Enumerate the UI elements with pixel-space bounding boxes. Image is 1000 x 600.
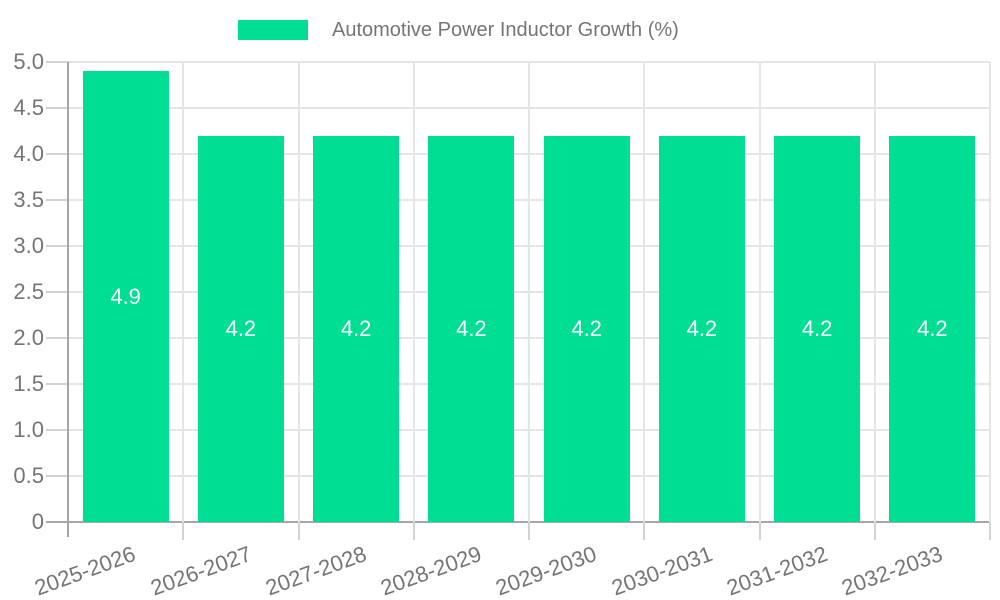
v-gridline — [412, 62, 415, 522]
x-tick — [873, 522, 876, 540]
bar-value-label: 4.2 — [225, 315, 257, 341]
legend[interactable]: Automotive Power Inductor Growth (%) — [238, 18, 679, 42]
x-tick-label: 2032-2033 — [838, 541, 946, 600]
y-tick-label: 3.5 — [13, 187, 44, 212]
bar-value-label: 4.2 — [686, 315, 718, 341]
x-tick-label: 2029-2030 — [492, 541, 601, 600]
v-gridline — [528, 62, 530, 522]
y-tick-label: 4.0 — [13, 141, 44, 166]
x-tick-label: 2025-2026 — [31, 541, 140, 600]
legend-swatch — [238, 20, 308, 40]
y-tick-label: 2.0 — [13, 325, 44, 350]
v-gridline — [182, 62, 185, 522]
y-tick-label: 0.5 — [13, 463, 44, 488]
v-gridline — [989, 62, 991, 522]
y-tick — [46, 199, 68, 201]
legend-label: Automotive Power Inductor Growth (%) — [332, 19, 679, 41]
x-tick — [297, 522, 300, 540]
y-tick — [46, 337, 68, 339]
x-tick-label: 2027-2028 — [262, 541, 370, 600]
x-tick — [989, 522, 991, 540]
x-tick — [643, 522, 646, 540]
bar[interactable]: 4.2 — [543, 135, 630, 522]
bar[interactable]: 4.2 — [774, 135, 861, 522]
y-tick — [46, 153, 68, 155]
y-tick — [46, 291, 68, 293]
y-tick-label: 4.5 — [13, 95, 44, 120]
y-tick-label: 3.0 — [13, 233, 44, 258]
x-tick-label: 2030-2031 — [608, 541, 716, 600]
x-tick-label: 2031-2032 — [723, 541, 831, 600]
bar[interactable]: 4.2 — [658, 135, 745, 522]
v-gridline — [873, 62, 876, 522]
bar-value-label: 4.2 — [801, 315, 833, 341]
y-tick-label: 1.5 — [13, 371, 44, 396]
y-tick-label: 5.0 — [13, 49, 44, 74]
v-gridline — [297, 62, 300, 522]
x-tick — [182, 522, 185, 540]
x-axis-line — [46, 521, 990, 523]
x-tick — [412, 522, 415, 540]
y-tick — [46, 383, 68, 385]
bar-value-label: 4.2 — [456, 315, 487, 341]
bar[interactable]: 4.2 — [197, 135, 284, 522]
bar-value-label: 4.9 — [110, 283, 141, 309]
y-tick — [46, 107, 68, 109]
bar-value-label: 4.2 — [340, 315, 372, 341]
bar[interactable]: 4.9 — [82, 71, 169, 522]
y-tick — [46, 245, 68, 247]
y-tick-label: 1.0 — [13, 417, 44, 442]
y-tick — [46, 429, 68, 431]
x-tick-label: 2028-2029 — [377, 541, 485, 600]
y-tick-label: 0 — [31, 509, 44, 534]
y-tick — [46, 475, 68, 477]
bar-value-label: 4.2 — [571, 315, 602, 341]
y-tick — [46, 61, 68, 63]
bar[interactable]: 4.2 — [313, 135, 400, 522]
y-tick-label: 2.5 — [13, 279, 44, 304]
x-tick — [528, 522, 530, 540]
y-axis-line — [67, 62, 69, 537]
bar[interactable]: 4.2 — [428, 135, 515, 522]
bar-value-label: 4.2 — [917, 315, 948, 341]
v-gridline — [758, 62, 761, 522]
x-tick — [758, 522, 761, 540]
bar[interactable]: 4.2 — [889, 135, 976, 522]
v-gridline — [643, 62, 646, 522]
x-tick-label: 2026-2027 — [147, 541, 255, 600]
